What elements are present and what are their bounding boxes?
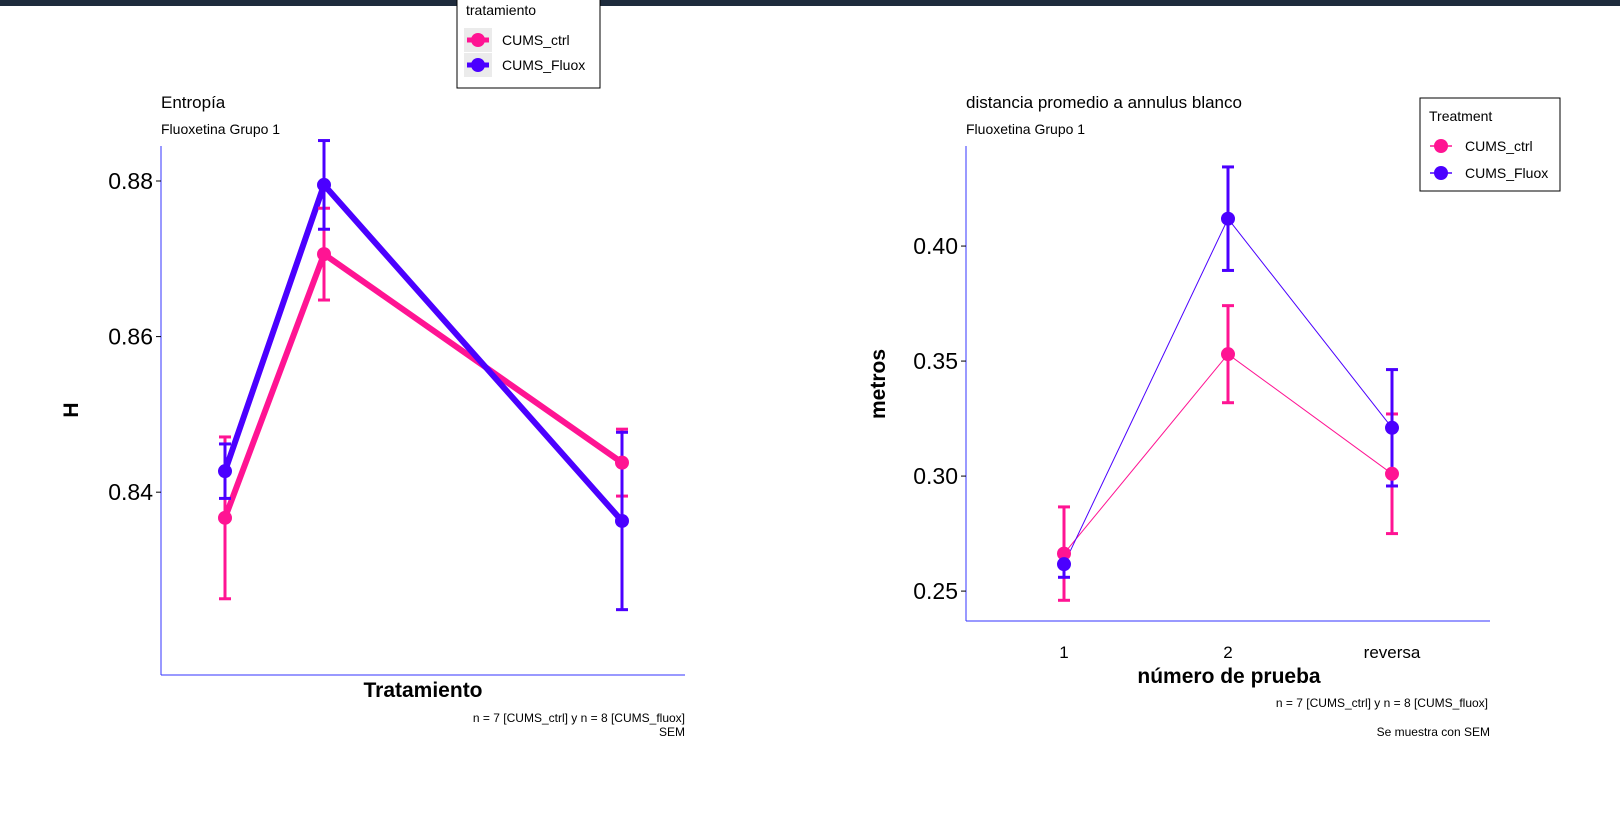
left-plot-area: 0.84 0.86 0.88 [108, 139, 685, 676]
data-point-ctrl [317, 247, 331, 262]
right-legend-label-ctrl: CUMS_ctrl [1465, 138, 1533, 154]
data-point-fluox [1385, 420, 1399, 435]
left-chart-subtitle: Fluoxetina Grupo 1 [161, 121, 280, 137]
left-caption-line-2: SEM [659, 725, 685, 739]
legend-key-point-0 [471, 33, 485, 47]
left-x-axis-label: Tratamiento [363, 679, 482, 702]
right-plot-area: 0.25 0.30 0.35 0.40 1 2 reversa [913, 146, 1490, 662]
y-tick-label: 0.84 [108, 479, 153, 505]
left-chart: Entropía Fluoxetina Grupo 1 H Tratamient… [60, 93, 685, 739]
right-caption-line-2: Se muestra con SEM [1377, 725, 1490, 739]
y-tick-label: 0.30 [913, 463, 958, 489]
right-x-axis-label: número de prueba [1137, 665, 1321, 688]
left-y-axis-label: H [60, 402, 83, 417]
data-point-fluox [615, 513, 629, 528]
data-point-fluox [317, 177, 331, 192]
right-chart-title: distancia promedio a annulus blanco [966, 93, 1242, 112]
left-legend-label-ctrl: CUMS_ctrl [502, 32, 570, 48]
right-chart: distancia promedio a annulus blanco Fluo… [867, 93, 1561, 739]
y-tick-label: 0.40 [913, 233, 958, 259]
right-chart-subtitle: Fluoxetina Grupo 1 [966, 121, 1085, 137]
x-tick-label: reversa [1364, 643, 1421, 662]
y-tick-label: 0.35 [913, 348, 958, 374]
y-tick-label: 0.25 [913, 578, 958, 604]
data-point-ctrl [1385, 466, 1399, 481]
right-legend-label-fluox: CUMS_Fluox [1465, 165, 1548, 181]
right-y-axis-label: metros [867, 349, 890, 419]
left-legend: tratamiento CUMS_ctrl CUMS_Fluox [456, 0, 601, 89]
data-point-ctrl [1057, 546, 1071, 561]
data-point-fluox [1221, 211, 1235, 226]
x-tick-label: 1 [1059, 643, 1068, 662]
right-legend-title: Treatment [1429, 108, 1492, 124]
data-point-ctrl [218, 510, 232, 525]
data-point-ctrl [615, 455, 629, 470]
left-legend-title: tratamiento [466, 2, 536, 18]
data-point-fluox [218, 464, 232, 479]
left-caption-line-1: n = 7 [CUMS_ctrl] y n = 8 [CUMS_fluox] [473, 711, 685, 725]
left-legend-keys [467, 33, 489, 72]
legend-key-point-1 [471, 58, 485, 72]
legend-key-point-0 [1434, 139, 1448, 153]
y-tick-label: 0.88 [108, 168, 153, 194]
right-legend: Treatment CUMS_ctrl CUMS_Fluox [1419, 97, 1561, 192]
window-top-bar [0, 0, 1620, 6]
right-caption-line-1: n = 7 [CUMS_ctrl] y n = 8 [CUMS_fluox] [1276, 696, 1488, 710]
data-point-fluox [1057, 557, 1071, 572]
legend-key-point-1 [1434, 166, 1448, 180]
y-tick-label: 0.86 [108, 324, 153, 350]
left-legend-label-fluox: CUMS_Fluox [502, 57, 585, 73]
left-chart-title: Entropía [161, 93, 226, 112]
right-legend-keys [1430, 139, 1452, 180]
data-point-ctrl [1221, 347, 1235, 362]
x-tick-label: 2 [1223, 643, 1232, 662]
